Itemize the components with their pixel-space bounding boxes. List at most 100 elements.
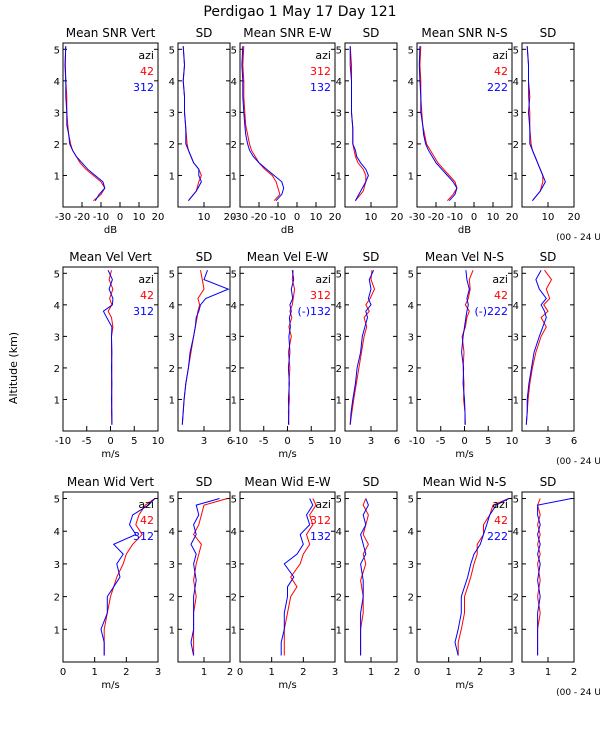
x-tick-label: 0 xyxy=(461,436,467,447)
legend-entry: 42 xyxy=(494,514,508,527)
x-tick-label: -10 xyxy=(232,436,248,447)
series-line-red xyxy=(461,270,474,425)
series-line-red xyxy=(182,46,202,202)
y-tick-label: 1 xyxy=(54,171,60,182)
y-tick-label: 4 xyxy=(231,77,237,88)
x-tick-label: 0 xyxy=(284,436,290,447)
y-tick-label: 5 xyxy=(513,495,519,506)
y-tick-label: 4 xyxy=(169,527,175,538)
legend-header: azi xyxy=(138,498,154,511)
legend-entry: 42 xyxy=(140,514,154,527)
y-tick-label: 4 xyxy=(408,77,414,88)
y-tick-label: 5 xyxy=(336,269,342,280)
plot-frame xyxy=(239,491,336,663)
y-tick-label: 5 xyxy=(169,45,175,56)
panel-2-1: Mean Vel Vert 1 2 3 4 5 -10 -5 0 5 10 m/s azi 42 312 xyxy=(54,250,165,460)
series-line-blue xyxy=(461,270,470,425)
x-tick-label: 10 xyxy=(506,436,519,447)
x-tick-label: 2 xyxy=(394,667,400,678)
y-tick-label: 5 xyxy=(231,45,237,56)
legend-header: azi xyxy=(138,273,154,286)
x-tick-label: 1 xyxy=(201,667,207,678)
panel-title: SD xyxy=(540,250,557,264)
x-axis-label: dB xyxy=(104,225,117,236)
panel-1-4: SD 1 2 3 4 5 10 20 xyxy=(336,26,404,223)
x-tick-label: 20 xyxy=(506,212,519,223)
x-tick-label: 2 xyxy=(227,667,233,678)
y-tick-label: 5 xyxy=(54,45,60,56)
panel-title: SD xyxy=(363,250,380,264)
x-axis-label: dB xyxy=(281,225,294,236)
series-line-red xyxy=(64,46,106,202)
panel-title: SD xyxy=(363,26,380,40)
series-line-red xyxy=(419,46,458,202)
y-tick-label: 4 xyxy=(231,527,237,538)
panel-title: SD xyxy=(540,475,557,489)
y-tick-label: 4 xyxy=(513,301,519,312)
series-line-red xyxy=(193,498,228,656)
y-tick-label: 3 xyxy=(169,332,175,343)
x-tick-label: 3 xyxy=(509,667,515,678)
y-tick-label: 3 xyxy=(408,108,414,119)
x-tick-label: -5 xyxy=(259,436,269,447)
y-tick-label: 2 xyxy=(336,140,342,151)
x-axis-label: m/s xyxy=(455,680,473,691)
panel-title: SD xyxy=(196,475,213,489)
legend-entry: 222 xyxy=(487,81,508,94)
y-tick-label: 1 xyxy=(231,171,237,182)
time-range-note: (00 - 24 UT) xyxy=(556,233,600,243)
y-tick-label: 4 xyxy=(336,77,342,88)
x-tick-label: 3 xyxy=(332,667,338,678)
legend-entry: 312 xyxy=(310,65,331,78)
series-line-blue xyxy=(64,46,106,201)
series-line-red xyxy=(525,269,553,425)
panel-1-6: SD 1 2 3 4 5 10 20 (00 - 24 UT) xyxy=(513,26,600,243)
x-tick-label: 1 xyxy=(368,667,374,678)
panel-2-4: SD 1 2 3 4 5 3 6 xyxy=(336,250,401,447)
x-tick-label: 1 xyxy=(91,667,97,678)
x-tick-label: 10 xyxy=(542,212,555,223)
y-tick-label: 2 xyxy=(231,140,237,151)
y-tick-label: 3 xyxy=(336,108,342,119)
x-axis-label: dB xyxy=(458,225,471,236)
series-line-red xyxy=(242,46,281,202)
legend-entry: 132 xyxy=(310,530,331,543)
series-line-blue xyxy=(241,46,285,202)
x-tick-label: -20 xyxy=(251,212,267,223)
series-line-blue xyxy=(525,269,547,425)
y-tick-label: 5 xyxy=(408,45,414,56)
legend-entry: (-)132 xyxy=(297,305,331,318)
y-tick-label: 4 xyxy=(54,301,60,312)
y-tick-label: 2 xyxy=(336,593,342,604)
y-tick-label: 2 xyxy=(513,364,519,375)
y-tick-label: 4 xyxy=(54,527,60,538)
legend-entry: 222 xyxy=(487,530,508,543)
series-line-red xyxy=(457,498,509,656)
y-tick-label: 4 xyxy=(231,301,237,312)
y-tick-label: 3 xyxy=(336,560,342,571)
x-tick-label: 10 xyxy=(365,212,378,223)
series-line-blue xyxy=(526,46,546,202)
panel-3-6: SD 1 2 3 4 5 1 2 (00 - 24 UT) xyxy=(513,475,600,698)
x-tick-label: 3 xyxy=(201,436,207,447)
panel-3-2: SD 1 2 3 4 5 1 2 xyxy=(169,475,234,678)
y-tick-label: 5 xyxy=(336,495,342,506)
series-line-blue xyxy=(418,46,458,202)
x-tick-label: -30 xyxy=(409,212,425,223)
x-tick-label: 2 xyxy=(300,667,306,678)
y-tick-label: 1 xyxy=(336,171,342,182)
panel-title: SD xyxy=(363,475,380,489)
panel-title: Mean Wid Vert xyxy=(67,475,154,489)
x-tick-label: 6 xyxy=(394,436,400,447)
y-tick-label: 2 xyxy=(408,140,414,151)
y-tick-label: 3 xyxy=(54,332,60,343)
y-tick-label: 4 xyxy=(513,77,519,88)
x-tick-label: 2 xyxy=(571,667,577,678)
x-tick-label: 0 xyxy=(237,667,243,678)
x-tick-label: 0 xyxy=(414,667,420,678)
y-tick-label: 1 xyxy=(54,625,60,636)
x-tick-label: 5 xyxy=(308,436,314,447)
